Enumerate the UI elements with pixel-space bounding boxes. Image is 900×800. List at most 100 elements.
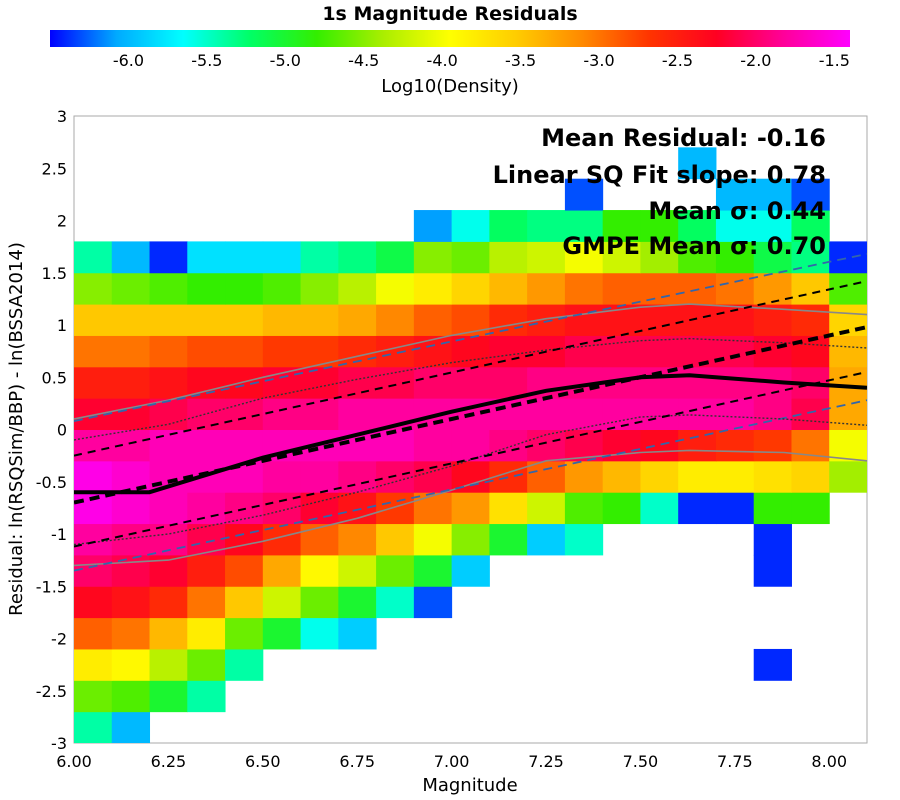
y-tick-label: 3 [57,107,67,126]
heatmap-cell [564,460,604,493]
heatmap-cell [564,241,604,274]
heatmap-cell [187,304,226,336]
gmpe-plus-line [74,253,867,422]
colorbar-tick-label: -3.5 [505,51,536,70]
heatmap-cell [376,241,415,274]
heatmap-cell [564,523,604,556]
heatmap-cell [262,304,302,336]
y-tick-label: -3 [51,734,67,753]
heatmap-cell [376,272,415,305]
heatmap-cell [74,554,113,587]
heatmap-cell [489,429,528,462]
heatmap-cell [225,304,264,336]
heatmap-cell [111,523,151,556]
heatmap-cell [225,398,264,430]
colorbar-ticks: -6.0 -5.5 -5.0 -4.5 -4.0 -3.5 -3.0 -2.5 -2.0 -1.5 [113,51,850,70]
heatmap-cell [753,460,792,493]
y-tick-label: 0 [57,421,67,440]
heatmap-cell [262,460,302,493]
heatmap-cell [262,398,302,430]
heatmap-cell [338,241,377,274]
heatmap-cell [602,210,641,242]
heatmap-cell [564,210,604,242]
heatmap-cell [338,460,377,493]
heatmap-cell [489,304,528,336]
y-tick-label: -1.5 [36,577,67,596]
heatmap-cell [451,523,490,556]
x-tick-label: 8.00 [811,752,847,771]
colorbar-tick-label: -2.0 [740,51,771,70]
heatmap-cell [111,335,151,368]
heatmap-cell [376,429,415,462]
heatmap-cell [451,272,490,305]
heatmap-cell [111,554,151,587]
y-tick-label: 0.5 [42,368,67,387]
heatmap-cell [111,366,151,399]
heatmap-cell [74,335,113,368]
heatmap-cell [753,335,792,368]
heatmap-cell [376,304,415,336]
heatmap-cell [300,241,339,274]
heatmap-cell [300,272,339,305]
heatmap-cell [300,304,339,336]
heatmap-cell [187,648,226,681]
heatmap-cell [338,586,377,619]
colorbar-tick-label: -1.5 [819,51,850,70]
heatmap-cell [715,398,755,430]
heatmap-cell [187,429,226,462]
heatmap-cell [111,680,151,713]
x-tick-label: 7.50 [623,752,659,771]
heatmap-cell [413,335,453,368]
heatmap-cell [149,429,188,462]
heatmap-cell [111,241,151,274]
heatmap-cell [74,711,113,743]
heatmap-cell [527,398,566,430]
heatmap-cell [829,272,867,305]
heatmap-cell [74,586,113,619]
heatmap-cell [149,335,188,368]
heatmap-cell [187,398,226,430]
heatmap-cell [602,335,641,368]
heatmap-cell [753,429,792,462]
heatmap-cell [715,178,755,211]
heatmap-cell [527,304,566,336]
colorbar-label: Log10(Density) [381,76,519,97]
y-tick-label: -1 [51,525,67,544]
heatmap-cell [413,492,453,525]
stats-annotations: Mean Residual: -0.16 Linear SQ Fit slope:… [493,124,826,260]
heatmap-cell [640,492,679,525]
heatmap-cell [791,304,830,336]
heatmap-cell [678,210,717,242]
heatmap-cell [300,554,339,587]
heatmap-cell [187,617,226,650]
lower-grey-line [74,449,867,567]
heatmap-cell [413,523,453,556]
heatmap-cell [74,617,113,650]
heatmap-cell [74,366,113,399]
heatmap-cell [338,398,377,430]
x-tick-label: 6.00 [56,752,92,771]
heatmap-cell [527,272,566,305]
y-tick-label: 2 [57,212,67,231]
heatmap-cell [451,241,490,274]
heatmap-cell [413,366,453,399]
heatmap-cell [451,304,490,336]
heatmap-cell [715,272,755,305]
heatmap-cell [149,366,188,399]
heatmap-cell [640,460,679,493]
heatmap-cell [149,617,188,650]
heatmap-cell [829,460,867,493]
heatmap-cell [74,680,113,713]
x-axis-label: Magnitude [422,775,517,796]
heatmap-cell [111,272,151,305]
upper-dotted-line [74,337,867,441]
heatmap-cell [413,460,453,493]
heatmap-cell [338,304,377,336]
heatmap-cell [678,398,717,430]
heatmap-cells [74,147,867,743]
heatmap-cell [376,523,415,556]
heatmap-cell [527,492,566,525]
heatmap-cell [187,335,226,368]
x-tick-label: 6.25 [151,752,187,771]
